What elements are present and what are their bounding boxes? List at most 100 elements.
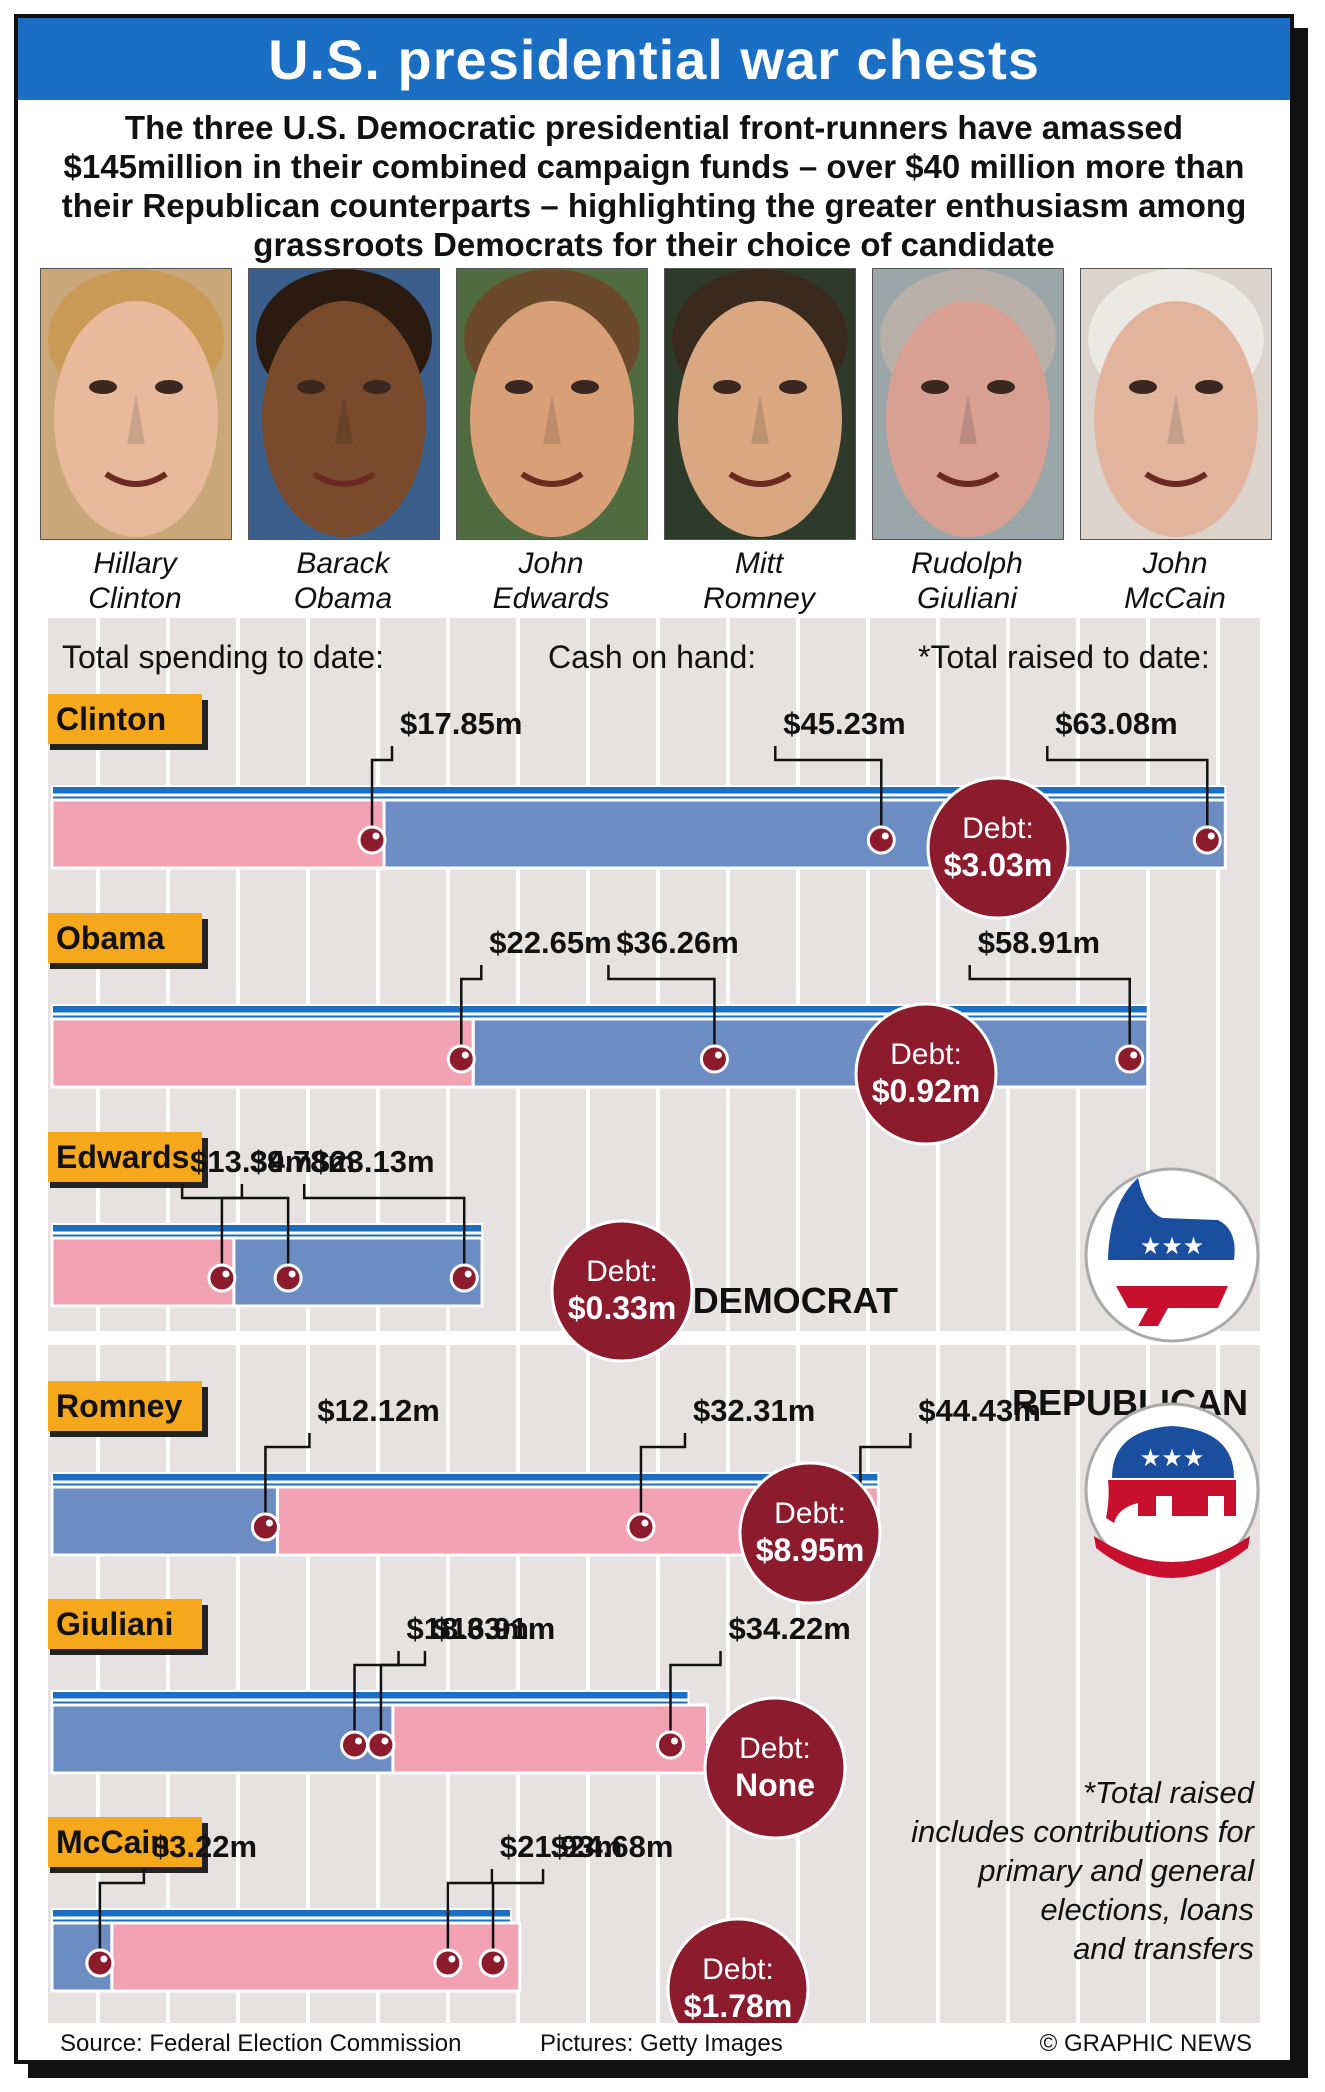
leader-line: [370, 746, 394, 840]
candidate-tag-clinton: [48, 694, 202, 744]
debt-caption: Debt:: [586, 1255, 658, 1288]
donkey-legs: [1116, 1286, 1228, 1326]
value-label: $16.91m: [433, 1611, 555, 1646]
cash-header: Cash on hand:: [548, 639, 756, 675]
leader-line: [460, 965, 483, 1059]
value-marker-highlight: [493, 1955, 501, 1963]
leader-line: [180, 1184, 290, 1278]
value-label: $3.22m: [152, 1829, 257, 1864]
leader-line: [264, 1433, 311, 1527]
candidate-tag-label: Edwards: [56, 1139, 189, 1175]
page-title: U.S. presidential war chests: [268, 27, 1040, 91]
value-label: $32.31m: [693, 1393, 815, 1428]
donkey-shape: [1108, 1178, 1235, 1260]
value-marker: [433, 1948, 463, 1978]
value-marker-highlight: [881, 832, 889, 840]
debt-caption: Debt:: [962, 812, 1034, 845]
debt-value: $8.95m: [756, 1532, 865, 1568]
candidate-last-name: Edwards: [492, 582, 610, 615]
debt-bubble-edwards: [550, 1219, 694, 1363]
elephant-back: [1112, 1426, 1234, 1478]
candidate-photo-clinton: [40, 268, 232, 540]
bar-cash-clinton: [382, 798, 1227, 870]
leader-line: [98, 1869, 146, 1963]
candidate-tag-obama: [48, 913, 202, 963]
debt-bubble-obama: [854, 1002, 998, 1146]
value-marker: [866, 825, 896, 855]
candidate-name-edwards: John Edwards: [456, 546, 646, 616]
candidate-tag-mccain: [48, 1817, 202, 1867]
value-marker-highlight: [355, 1737, 363, 1745]
value-marker-highlight: [288, 1270, 296, 1278]
value-marker: [85, 1948, 115, 1978]
candidate-tag-label: Clinton: [56, 701, 166, 737]
value-marker-highlight: [641, 1519, 649, 1527]
debt-bubble-giuliani: [703, 1696, 847, 1840]
debt-bubble-romney: [738, 1461, 882, 1605]
candidate-tag-edwards: [48, 1132, 202, 1182]
candidate-photo-mccain: [1080, 268, 1272, 540]
candidate-last-name: Clinton: [88, 582, 182, 615]
leader-line: [379, 1651, 427, 1745]
candidate-photo-obama: [248, 268, 440, 540]
value-marker-highlight: [670, 1737, 678, 1745]
title-bar: U.S. presidential war chests: [18, 18, 1290, 100]
leader-line: [302, 1184, 466, 1278]
bar-cash-giuliani: [50, 1703, 395, 1775]
value-marker-highlight: [714, 1051, 722, 1059]
candidate-last-name: McCain: [1124, 582, 1226, 615]
debt-bubble-clinton: [926, 776, 1070, 920]
value-marker-highlight: [461, 1051, 469, 1059]
leader-line: [968, 965, 1131, 1059]
spending-header: Total spending to date:: [62, 639, 384, 675]
value-marker: [357, 825, 387, 855]
leader-line: [446, 1869, 494, 1963]
candidate-tag-label: Giuliani: [56, 1606, 173, 1642]
donkey-stars: ★★★: [1140, 1233, 1205, 1260]
value-marker: [1192, 825, 1222, 855]
value-marker: [207, 1263, 237, 1293]
candidate-tag-giuliani: [48, 1599, 202, 1649]
value-label: $45.23m: [783, 706, 905, 741]
candidate-name-clinton: Hillary Clinton: [40, 546, 230, 616]
footnote-line: *Total raised: [1083, 1775, 1256, 1810]
value-marker: [366, 1730, 396, 1760]
candidate-photo-romney: [664, 268, 856, 540]
elephant-body: [1106, 1480, 1236, 1523]
debt-value: $3.03m: [944, 847, 1053, 883]
candidate-name-obama: Barack Obama: [248, 546, 438, 616]
elephant-stars: ★★★: [1140, 1445, 1205, 1472]
bar-spending-clinton: [50, 798, 386, 870]
value-label: $21.93m: [500, 1829, 622, 1864]
value-label: $22.65m: [489, 925, 611, 960]
value-marker: [273, 1263, 303, 1293]
leader-line: [491, 1869, 545, 1963]
value-marker-highlight: [1207, 832, 1215, 840]
value-label: $36.26m: [616, 925, 738, 960]
candidate-first-name: John: [1142, 547, 1208, 580]
debt-caption: Debt:: [774, 1497, 846, 1530]
footnote-line: includes contributions for: [911, 1814, 1256, 1849]
debt-caption: Debt:: [739, 1732, 811, 1765]
value-label: $63.08m: [1055, 706, 1177, 741]
raised-header: *Total raised to date:: [918, 639, 1210, 675]
leader-line: [1046, 746, 1209, 840]
footnote-line: and transfers: [1073, 1931, 1254, 1966]
value-marker: [699, 1044, 729, 1074]
value-label: $58.91m: [978, 925, 1100, 960]
value-marker: [655, 1730, 685, 1760]
value-marker-highlight: [448, 1955, 456, 1963]
footnote-line: elections, loans: [1040, 1892, 1254, 1927]
infographic-frame: U.S. presidential war chests The three U…: [14, 14, 1294, 2064]
candidate-first-name: Mitt: [734, 547, 784, 580]
value-marker-highlight: [464, 1270, 472, 1278]
footer: Source: Federal Election Commission Pict…: [40, 2028, 1272, 2062]
democrat-label: DEMOCRAT: [693, 1280, 898, 1321]
candidate-tag-label: McCain: [56, 1824, 170, 1860]
bar-cash-edwards: [232, 1236, 484, 1308]
candidate-first-name: Barack: [296, 547, 390, 580]
candidate-name-mccain: John McCain: [1080, 546, 1270, 616]
candidate-last-name: Giuliani: [916, 582, 1018, 615]
candidate-name-giuliani: Rudolph Giuliani: [872, 546, 1062, 616]
debt-caption: Debt:: [890, 1038, 962, 1071]
